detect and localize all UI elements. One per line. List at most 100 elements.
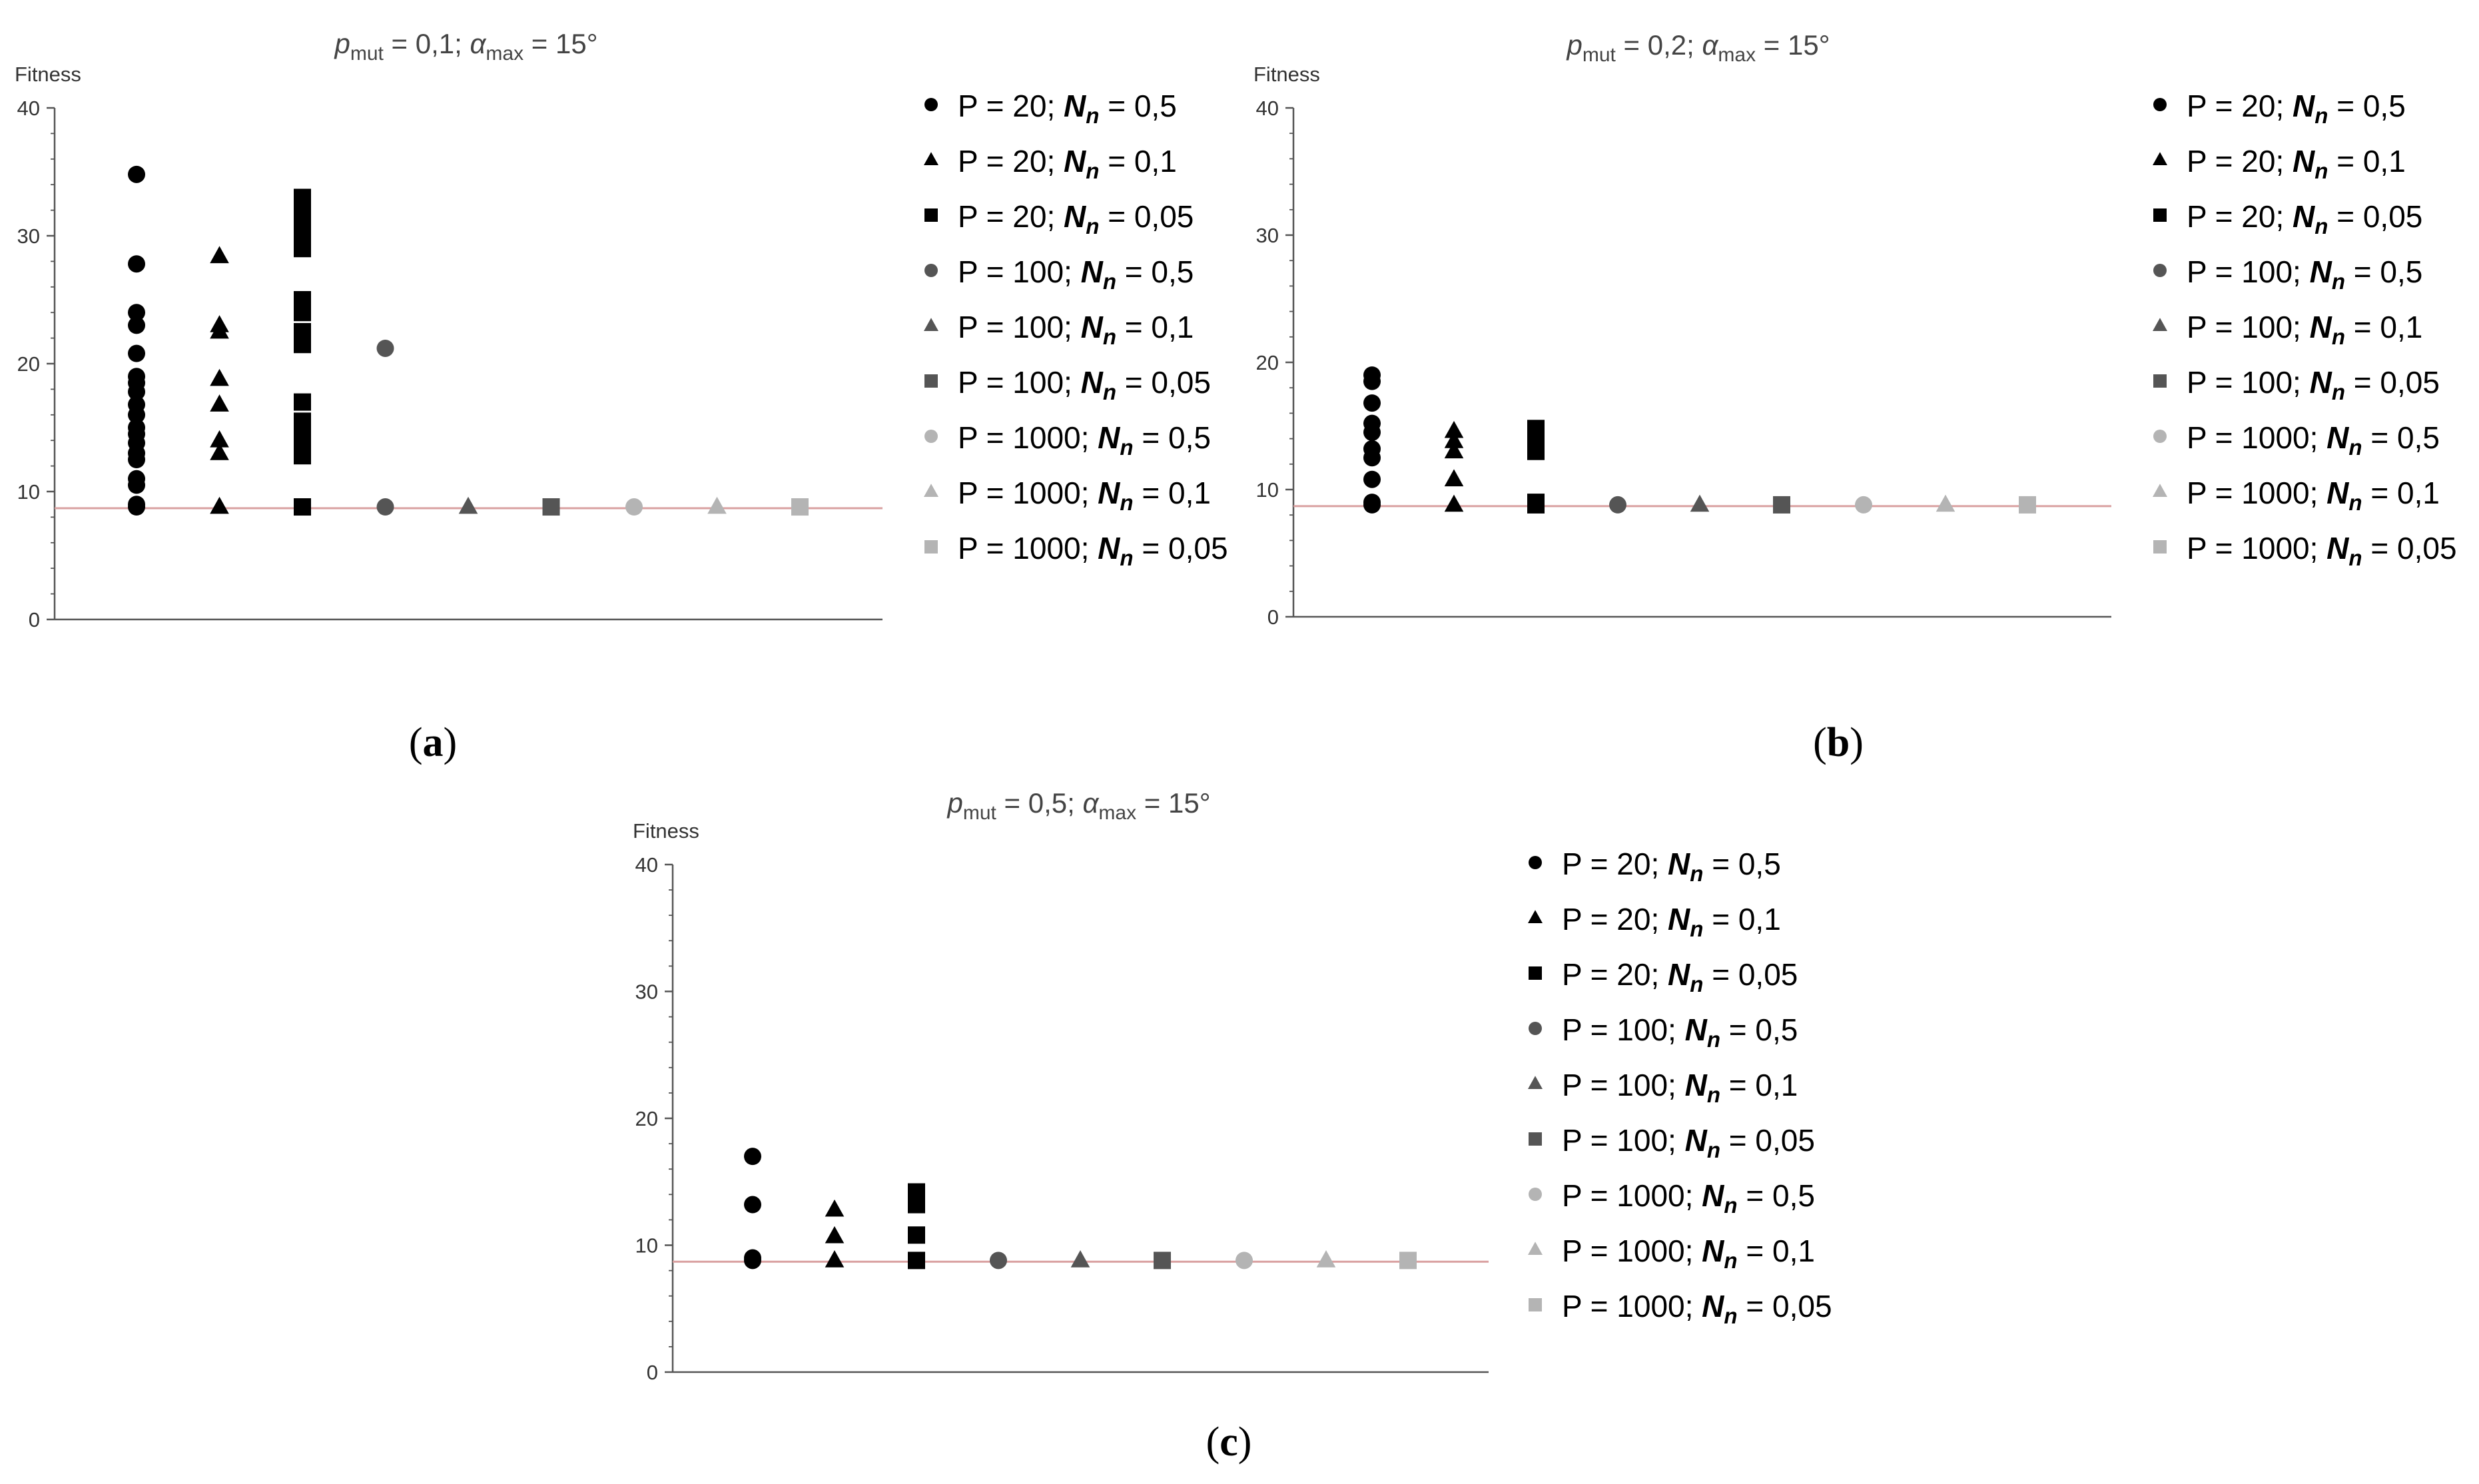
legend-item: P = 100; Nn = 0,5 — [1529, 1012, 1798, 1052]
legend-marker — [924, 152, 938, 165]
legend-marker — [1528, 910, 1543, 923]
y-axis-label: Fitness — [633, 819, 699, 843]
data-point — [1527, 420, 1545, 438]
legend-label: P = 100; Nn = 0,05 — [2187, 365, 2440, 404]
y-tick-label: 20 — [17, 352, 40, 376]
data-point — [128, 316, 145, 334]
data-point — [210, 315, 229, 332]
data-point — [1609, 496, 1626, 514]
chart-panel-2: pmut = 0,2; αmax = 15° Fitness 0 10 20 30 40 P … — [1253, 29, 2457, 765]
y-tick-label: 30 — [1256, 224, 1279, 247]
chart-title: pmut = 0,2; αmax = 15° — [1566, 29, 1830, 66]
data-point — [1444, 420, 1464, 438]
data-point — [128, 165, 145, 183]
legend-label: P = 100; Nn = 0,05 — [958, 365, 1211, 404]
legend-label: P = 1000; Nn = 0,05 — [958, 531, 1228, 570]
legend-item: P = 100; Nn = 0,1 — [2153, 310, 2422, 349]
y-tick-label: 0 — [647, 1361, 658, 1384]
data-point — [210, 394, 229, 412]
legend-item: P = 20; Nn = 0,05 — [2153, 199, 2422, 238]
legend-item: P = 20; Nn = 0,5 — [2153, 89, 2406, 128]
legend-marker — [924, 374, 938, 388]
legend-label: P = 20; Nn = 0,1 — [2187, 144, 2406, 183]
data-point — [825, 1250, 845, 1268]
y-tick-label: 10 — [17, 480, 40, 504]
legend-label: P = 100; Nn = 0,5 — [2187, 254, 2422, 294]
legend-label: P = 20; Nn = 0,1 — [1562, 902, 1781, 941]
data-point — [1773, 496, 1790, 514]
data-point — [744, 1196, 761, 1214]
data-point — [210, 443, 229, 460]
data-point — [128, 496, 145, 514]
data-point — [1363, 470, 1381, 488]
legend: P = 20; Nn = 0,5 P = 20; Nn = 0,1 P = 20; … — [1528, 847, 1832, 1328]
y-tick-label: 40 — [635, 853, 658, 877]
data-point — [744, 1249, 761, 1267]
legend-marker — [1529, 1298, 1542, 1311]
chart-title: pmut = 0,5; αmax = 15° — [946, 787, 1211, 824]
y-tick-label: 30 — [17, 224, 40, 248]
data-point — [376, 339, 394, 357]
data-point — [1363, 366, 1381, 384]
data-point — [1363, 440, 1381, 458]
legend-marker — [1528, 1076, 1543, 1089]
legend-label: P = 100; Nn = 0,5 — [958, 254, 1194, 294]
legend-item: P = 100; Nn = 0,5 — [2153, 254, 2422, 294]
legend-item: P = 20; Nn = 0,1 — [924, 144, 1177, 183]
data-point — [294, 412, 311, 430]
legend-marker — [2153, 264, 2167, 277]
data-point — [210, 496, 229, 514]
data-point — [908, 1226, 925, 1244]
legend-label: P = 1000; Nn = 0,05 — [1562, 1289, 1832, 1328]
data-point — [294, 498, 311, 516]
y-tick-label: 20 — [635, 1107, 658, 1130]
data-point — [294, 323, 311, 340]
data-point — [1690, 494, 1710, 512]
legend-label: P = 1000; Nn = 0,5 — [1562, 1178, 1815, 1218]
chart-panel-1: pmut = 0,1; αmax = 15° Fitness 0 10 20 30 40 P … — [15, 28, 1228, 765]
y-tick-label: 0 — [29, 608, 40, 631]
legend-marker — [924, 208, 938, 222]
data-point — [128, 419, 145, 436]
legend-item: P = 20; Nn = 0,1 — [1528, 902, 1781, 941]
legend-label: P = 1000; Nn = 0,5 — [958, 420, 1211, 460]
legend-marker — [1529, 966, 1542, 980]
data-point — [908, 1183, 925, 1201]
legend-item: P = 1000; Nn = 0,05 — [2153, 531, 2457, 570]
legend-marker — [2153, 98, 2167, 111]
data-point — [128, 396, 145, 414]
legend-label: P = 20; Nn = 0,05 — [958, 199, 1194, 238]
legend-label: P = 100; Nn = 0,05 — [1562, 1123, 1815, 1162]
legend-label: P = 20; Nn = 0,5 — [1562, 847, 1781, 886]
legend-item: P = 100; Nn = 0,1 — [924, 310, 1194, 349]
panel-label: (c) — [1206, 1419, 1252, 1465]
legend-label: P = 100; Nn = 0,5 — [1562, 1012, 1798, 1052]
legend-marker — [2153, 208, 2167, 222]
panel-label: (b) — [1813, 720, 1864, 765]
legend-item: P = 100; Nn = 0,5 — [924, 254, 1194, 294]
data-point — [1154, 1252, 1171, 1270]
legend-marker — [1529, 1188, 1542, 1201]
legend-marker — [924, 98, 938, 111]
y-tick-label: 10 — [635, 1234, 658, 1258]
data-point — [825, 1226, 845, 1244]
data-point — [791, 498, 809, 516]
data-point — [1316, 1250, 1336, 1268]
legend-marker — [924, 540, 938, 554]
chart-title: pmut = 0,1; αmax = 15° — [334, 28, 598, 65]
data-point — [1936, 494, 1955, 512]
legend-item: P = 1000; Nn = 0,5 — [2153, 420, 2440, 460]
legend-marker — [1529, 856, 1542, 869]
data-point — [210, 246, 229, 264]
legend-marker — [2153, 540, 2167, 554]
y-tick-label: 0 — [1267, 605, 1279, 629]
data-point — [1399, 1252, 1417, 1270]
legend-item: P = 100; Nn = 0,05 — [2153, 365, 2440, 404]
data-point — [707, 496, 727, 514]
data-point — [128, 344, 145, 362]
legend-item: P = 1000; Nn = 0,1 — [924, 476, 1211, 515]
data-point — [458, 496, 478, 514]
data-point — [128, 304, 145, 322]
legend-label: P = 20; Nn = 0,05 — [2187, 199, 2422, 238]
legend-item: P = 1000; Nn = 0,5 — [1529, 1178, 1815, 1218]
